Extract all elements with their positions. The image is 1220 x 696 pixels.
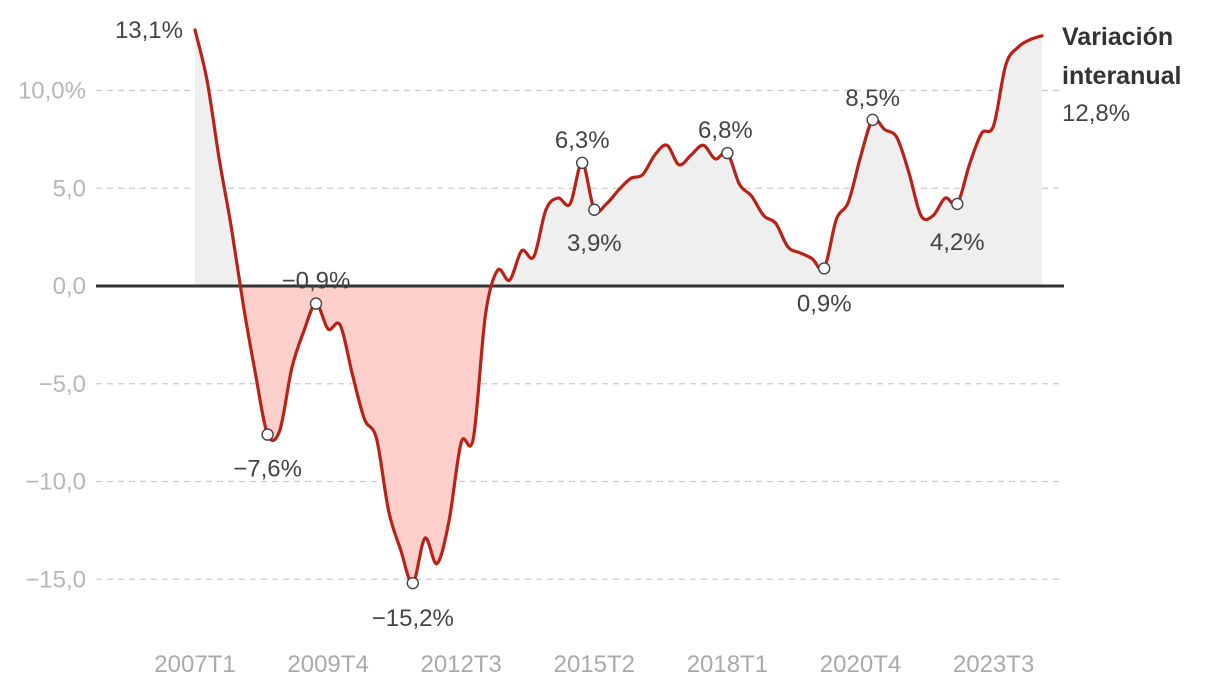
negative-area-fill xyxy=(195,286,1042,584)
y-axis-ticks: 10,0% 5,0 0,0 −5,0 −10,0 −15,0 xyxy=(18,78,86,594)
series-name-line-2: interanual xyxy=(1062,62,1181,90)
series-name-line-1: Variación xyxy=(1062,23,1173,51)
annotation-label: 13,1% xyxy=(115,17,183,44)
annotation-markers xyxy=(261,113,964,590)
x-tick-label: 2007T1 xyxy=(154,651,235,678)
x-axis-ticks: 2007T1 2009T4 2012T3 2015T2 2018T1 2020T4 2023… xyxy=(154,651,1034,678)
y-tick-label: −15,0 xyxy=(25,566,86,593)
annotation-marker xyxy=(576,156,589,170)
series-line-layer xyxy=(193,28,1044,585)
y-tick-label: 10,0% xyxy=(18,78,86,105)
y-tick-label: 5,0 xyxy=(53,175,86,202)
annotation-marker xyxy=(721,146,734,160)
series-end-value: 12,8% xyxy=(1062,100,1130,127)
annotation-marker xyxy=(951,197,964,211)
x-tick-label: 2015T2 xyxy=(554,651,635,678)
series-line xyxy=(193,28,1044,585)
y-tick-label: 0,0 xyxy=(53,273,86,300)
annotation-label: 3,9% xyxy=(567,230,622,257)
annotation-label: 8,5% xyxy=(845,85,900,112)
annotation-marker xyxy=(588,203,601,216)
x-tick-label: 2023T3 xyxy=(953,651,1034,678)
annotation-label: −15,2% xyxy=(372,605,454,632)
series-end-label: Variación interanual 12,8% xyxy=(1062,23,1181,127)
annotation-label: −7,6% xyxy=(233,456,302,483)
annotation-label: 0,9% xyxy=(797,290,852,317)
annotation-label: 6,3% xyxy=(555,127,610,154)
annotation-labels: 13,1% −7,6% −0,9% −15,2% 6,3% 3,9% 6,8% 0,9% 8,5… xyxy=(115,17,985,632)
annotation-label: 6,8% xyxy=(698,117,753,144)
positive-area-fill xyxy=(195,29,1042,286)
annotation-marker xyxy=(406,576,419,590)
annotation-marker xyxy=(309,297,323,310)
x-tick-label: 2018T1 xyxy=(687,651,768,678)
y-tick-label: −5,0 xyxy=(39,371,86,398)
annotation-label: 4,2% xyxy=(930,229,985,256)
area-fills xyxy=(195,29,1042,584)
annotation-marker xyxy=(818,262,831,275)
x-tick-label: 2012T3 xyxy=(420,651,501,678)
annotation-label: −0,9% xyxy=(282,268,351,295)
x-tick-label: 2020T4 xyxy=(820,651,901,678)
annotation-marker xyxy=(866,113,879,127)
y-tick-label: −10,0 xyxy=(25,469,86,496)
x-tick-label: 2009T4 xyxy=(287,651,368,678)
annotation-marker xyxy=(261,428,274,441)
